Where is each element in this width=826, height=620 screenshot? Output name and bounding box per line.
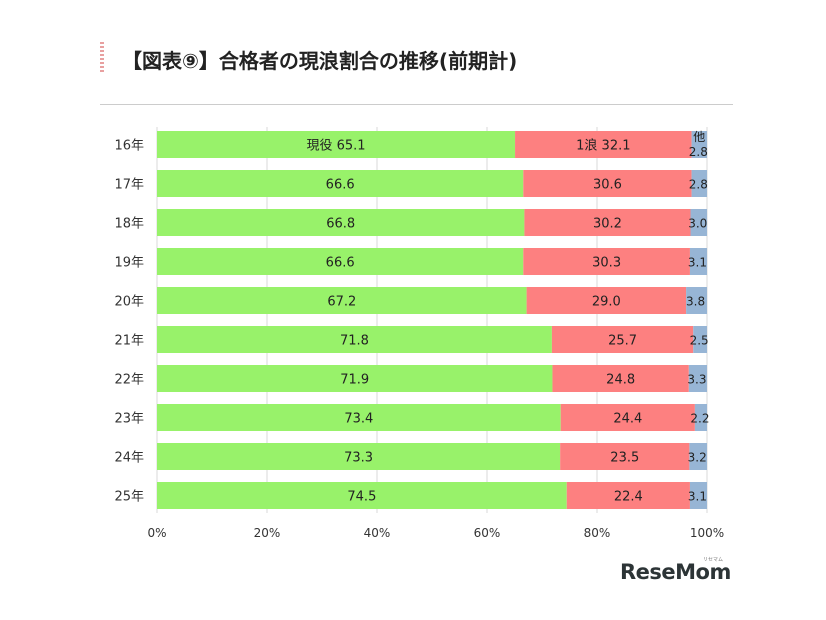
x-tick-label: 80% [584,526,611,540]
bar-segment [689,482,707,509]
bar-segment [524,209,691,236]
category-label: 18年 [114,217,144,232]
data-label: 66.8 [326,217,355,232]
data-label: 3.2 [688,451,707,465]
data-label: 30.3 [592,256,621,271]
data-label: 71.9 [340,373,369,388]
data-label: 23.5 [610,451,639,466]
bar-segment [157,365,553,392]
title-accent-stripe [100,42,104,74]
data-label: 73.4 [344,412,373,427]
bar-segment [157,404,561,431]
resemom-logo: ReseMom [620,560,731,584]
category-label: 16年 [114,139,144,154]
bar-segment [515,131,692,158]
data-label: 3.0 [688,217,707,231]
data-label: 3.3 [687,373,706,387]
data-label: 67.2 [327,295,356,310]
data-label: 24.4 [613,412,642,427]
bar-segment [689,248,707,275]
series-name-label: 他 [693,130,705,144]
bar-segment [688,365,707,392]
bar-segment [523,248,690,275]
bar-segment [686,287,707,314]
bar-segment [691,131,707,158]
bar-segment [560,404,695,431]
bar-segment [694,404,707,431]
category-label: 22年 [114,373,144,388]
data-label: 66.6 [326,178,355,193]
bar-segment [526,287,687,314]
data-label: 30.6 [593,178,622,193]
x-tick-label: 0% [147,526,166,540]
bar-segment [157,209,525,236]
data-label: 73.3 [344,451,373,466]
data-label: 2.5 [690,334,709,348]
x-tick-label: 20% [254,526,281,540]
data-label: 66.6 [326,256,355,271]
data-label: 71.8 [340,334,369,349]
data-label: 2.2 [690,412,709,426]
bar-segment [693,326,707,353]
bar-segment [523,170,692,197]
bar-segment [560,443,690,470]
bar-segment [689,443,707,470]
bar-segment [157,443,561,470]
data-label: 2.8 [689,178,708,192]
x-tick-label: 60% [474,526,501,540]
category-label: 17年 [114,178,144,193]
x-tick-label: 40% [364,526,391,540]
x-tick-label: 100% [690,526,724,540]
data-label: 3.8 [686,295,705,309]
title-bar: 【図表⑨】合格者の現浪割合の推移(前期計) [100,42,720,74]
data-label: 3.1 [688,490,707,504]
data-label: 22.4 [614,490,643,505]
data-label: 24.8 [606,373,635,388]
resemom-logo-ruby: リセマム [703,557,724,563]
bar-segment [157,131,516,158]
data-label: 29.0 [592,295,621,310]
bar-segment [566,482,690,509]
bar-segment [690,209,707,236]
category-label: 20年 [114,295,144,310]
bar-segment [552,365,689,392]
bar-segment [551,326,694,353]
page-title: 【図表⑨】合格者の現浪割合の推移(前期計) [122,49,518,73]
title-divider [100,104,733,105]
bar-segment [157,170,524,197]
data-label: 25.7 [608,334,637,349]
data-label: 1浪 32.1 [576,139,630,154]
data-label: 3.1 [688,256,707,270]
data-label: 74.5 [347,490,376,505]
bar-segment [691,170,707,197]
category-label: 24年 [114,451,144,466]
bar-segment [157,482,567,509]
category-label: 23年 [114,412,144,427]
data-label: 現役 65.1 [306,139,365,154]
data-label: 2.8 [689,145,708,159]
category-label: 25年 [114,490,144,505]
data-label: 30.2 [593,217,622,232]
category-label: 21年 [114,334,144,349]
bar-segment [157,248,524,275]
bar-segment [157,287,527,314]
category-label: 19年 [114,256,144,271]
bar-segment [157,326,552,353]
